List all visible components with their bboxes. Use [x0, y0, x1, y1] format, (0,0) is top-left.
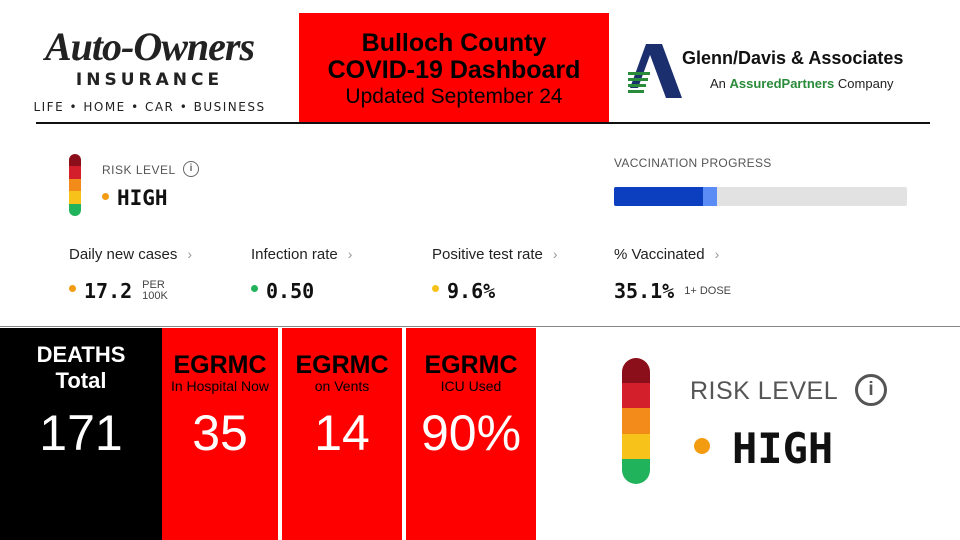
metric-label: Daily new cases › — [69, 246, 192, 263]
tile-value: 171 — [39, 405, 123, 461]
risk-level-value-large: HIGH — [694, 424, 833, 473]
panel-divider — [0, 326, 960, 327]
metric-positive-test-rate[interactable]: Positive test rate › 9.6% — [432, 246, 558, 303]
risk-value-text: HIGH — [117, 186, 168, 210]
risk-scale-segment — [622, 383, 650, 409]
dashboard-title-box: Bulloch County COVID-19 Dashboard Update… — [299, 13, 609, 123]
metric-value: 17.2 PER 100K — [69, 279, 192, 303]
risk-dot — [102, 192, 109, 200]
tile-subtitle: ICU Used — [440, 378, 502, 394]
chevron-right-icon: › — [552, 246, 558, 262]
metric-dot — [251, 284, 258, 292]
tile-in-hospital: EGRMC In Hospital Now 35 — [162, 328, 278, 540]
tile-icu-used: EGRMC ICU Used 90% — [406, 328, 536, 540]
risk-value-text-large: HIGH — [732, 424, 834, 473]
risk-scale-segment — [69, 178, 81, 192]
tile-title: EGRMC — [173, 351, 267, 379]
risk-scale-segment — [622, 408, 650, 434]
title-line-1: Bulloch County — [361, 29, 547, 57]
risk-level-value: HIGH — [102, 186, 168, 210]
tile-subtitle: on Vents — [314, 378, 370, 394]
metric-percent-vaccinated[interactable]: % Vaccinated › 35.1% 1+ DOSE — [614, 246, 731, 303]
metric-label: % Vaccinated › — [614, 246, 731, 263]
triangle-a-logo-icon — [628, 44, 682, 98]
auto-owners-logo: Auto-Owners INSURANCE LIFE • HOME • CAR … — [12, 26, 287, 121]
auto-owners-brand: Auto-Owners — [44, 24, 255, 69]
gd-sub-brand: AssuredPartners — [729, 76, 835, 91]
auto-owners-tagline: LIFE • HOME • CAR • BUSINESS — [33, 100, 266, 114]
metric-label: Infection rate › — [251, 246, 352, 263]
metric-value-text: 35.1% — [614, 279, 675, 303]
metric-label-text: % Vaccinated — [614, 246, 705, 263]
info-icon-large[interactable]: i — [855, 374, 887, 406]
tile-value: 35 — [192, 405, 248, 461]
metric-unit-line1: 1+ DOSE — [684, 284, 731, 297]
risk-scale-large — [622, 358, 650, 484]
title-updated-date: Updated September 24 — [345, 85, 563, 108]
chevron-right-icon: › — [714, 246, 720, 262]
metric-unit-line2: 100K — [142, 290, 168, 302]
dashboard-panel: RISK LEVEL i HIGH VACCINATION PROGRESS D… — [40, 130, 960, 326]
metric-value-text: 9.6% — [447, 279, 496, 303]
tile-title: EGRMC — [424, 351, 518, 379]
risk-scale-segment — [622, 433, 650, 459]
metric-unit-line1: PER — [142, 279, 165, 291]
tile-title: DEATHS — [36, 342, 126, 367]
metric-infection-rate[interactable]: Infection rate › 0.50 — [251, 246, 352, 303]
metric-label: Positive test rate › — [432, 246, 558, 263]
gd-sub-prefix: An — [710, 76, 730, 91]
metric-unit: PER 100K — [142, 280, 168, 302]
metric-label-text: Infection rate — [251, 246, 338, 263]
risk-scale-segment — [69, 166, 81, 179]
vaccination-progress-bar — [614, 187, 907, 206]
risk-scale-segment — [69, 203, 81, 216]
risk-dot-large — [694, 437, 710, 454]
metric-label-text: Daily new cases — [69, 246, 178, 263]
auto-owners-subtitle: INSURANCE — [75, 70, 224, 90]
tile-subtitle: In Hospital Now — [170, 378, 270, 394]
gd-sub-suffix: Company — [834, 76, 894, 91]
risk-level-label-large: RISK LEVEL — [690, 377, 839, 405]
metric-daily-new-cases[interactable]: Daily new cases › 17.2 PER 100K — [69, 246, 192, 303]
metric-value: 0.50 — [251, 279, 352, 303]
tile-value: 14 — [314, 405, 370, 461]
metric-value: 9.6% — [432, 279, 558, 303]
glenn-davis-name: Glenn/Davis & Associates — [682, 48, 904, 68]
header-divider — [36, 122, 930, 124]
vaccination-partial-fill — [703, 187, 717, 206]
risk-scale-segment — [69, 154, 81, 167]
risk-level-label: RISK LEVEL — [102, 163, 176, 177]
metric-value-text: 0.50 — [266, 279, 315, 303]
metric-unit: 1+ DOSE — [684, 284, 731, 297]
glenn-davis-subtitle: An AssuredPartners Company — [710, 76, 894, 91]
metric-value-text: 17.2 — [84, 279, 133, 303]
tile-deaths-total: DEATHS Total 171 — [0, 328, 162, 540]
tile-on-vents: EGRMC on Vents 14 — [282, 328, 402, 540]
metric-label-text: Positive test rate — [432, 246, 543, 263]
glenn-davis-logo: Glenn/Davis & Associates An AssuredPartn… — [622, 40, 952, 110]
tile-title: EGRMC — [295, 351, 389, 379]
risk-scale-segment — [622, 358, 650, 384]
metric-dot — [69, 284, 76, 292]
risk-scale-small — [69, 154, 81, 216]
chevron-right-icon: › — [187, 246, 193, 262]
risk-scale-segment — [69, 191, 81, 204]
vaccination-fully-fill — [614, 187, 704, 206]
vaccination-progress-label: VACCINATION PROGRESS — [614, 156, 772, 170]
metric-dot — [432, 284, 439, 292]
info-icon[interactable]: i — [183, 161, 199, 177]
risk-scale-segment — [622, 458, 650, 484]
chevron-right-icon: › — [347, 246, 353, 262]
tile-value: 90% — [420, 405, 522, 461]
metric-value: 35.1% 1+ DOSE — [614, 279, 731, 303]
tile-title-2: Total — [55, 368, 107, 393]
title-line-2: COVID-19 Dashboard — [327, 56, 581, 84]
